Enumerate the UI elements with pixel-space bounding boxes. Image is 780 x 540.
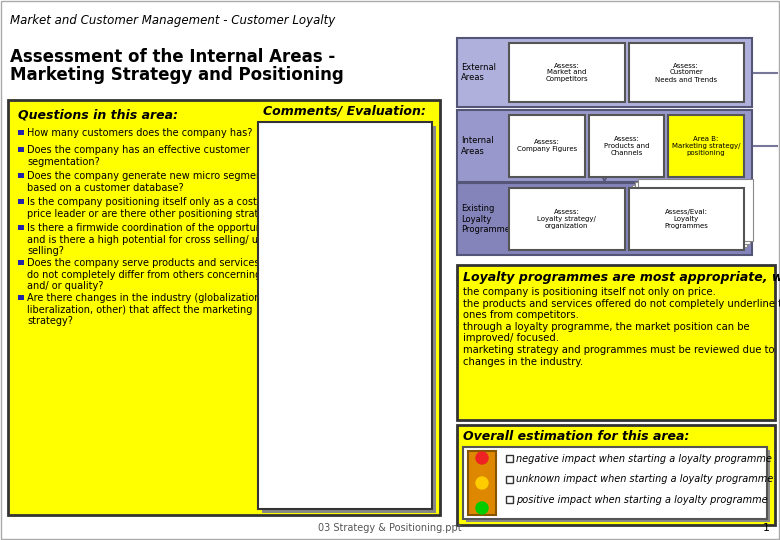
Bar	[509, 43, 625, 102]
Text: Does the company serve products and services, that
do not completely differ from: Does the company serve products and serv…	[27, 258, 289, 291]
Text: Is the company positioning itself only as a cost and
price leader or are there o: Is the company positioning itself only a…	[27, 197, 289, 219]
Text: 03 Strategy & Positioning.ppt: 03 Strategy & Positioning.ppt	[318, 523, 462, 533]
Bar	[634, 182, 750, 244]
Text: unknown impact when starting a loyalty programme: unknown impact when starting a loyalty p…	[516, 474, 773, 484]
Bar	[262, 126, 436, 513]
Text: Internal
Areas: Internal Areas	[461, 136, 494, 156]
Bar	[18, 172, 23, 178]
Text: Assess:
Company Figures: Assess: Company Figures	[516, 139, 577, 152]
Circle shape	[476, 477, 488, 489]
Circle shape	[476, 502, 488, 514]
Text: 1: 1	[763, 523, 770, 533]
Bar	[629, 188, 744, 250]
Bar	[258, 122, 432, 509]
Circle shape	[476, 452, 488, 464]
Bar	[18, 260, 23, 265]
Bar	[506, 496, 513, 503]
Text: Assess:
Loyalty strategy/
organization: Assess: Loyalty strategy/ organization	[537, 209, 596, 229]
Bar	[457, 425, 775, 525]
Text: Existing
Loyalty
Programmes: Existing Loyalty Programmes	[461, 204, 514, 234]
Bar	[18, 225, 23, 230]
Bar	[457, 183, 752, 255]
Bar	[668, 115, 744, 177]
Bar	[463, 447, 767, 519]
Bar	[8, 100, 440, 515]
Bar	[18, 294, 23, 300]
Bar	[457, 38, 752, 107]
Text: the company is positioning itself not only on price.
the products and services o: the company is positioning itself not on…	[463, 287, 780, 367]
Text: Does the company generate new micro segments
based on a customer database?: Does the company generate new micro segm…	[27, 171, 271, 193]
Text: Assess/Eval:
Loyalty
Programmes: Assess/Eval: Loyalty Programmes	[665, 209, 708, 229]
Text: Assess:
Customer
Needs and Trends: Assess: Customer Needs and Trends	[655, 63, 718, 83]
Text: Market and Customer Management - Customer Loyalty: Market and Customer Management - Custome…	[10, 14, 335, 27]
Bar	[457, 265, 775, 420]
Bar	[466, 450, 770, 522]
Bar	[506, 455, 513, 462]
Text: How many customers does the company has?: How many customers does the company has?	[27, 128, 253, 138]
Bar	[18, 146, 23, 152]
Text: Overall estimation for this area:: Overall estimation for this area:	[463, 430, 690, 443]
Bar	[589, 115, 665, 177]
Text: negative impact when starting a loyalty programme: negative impact when starting a loyalty …	[516, 454, 772, 463]
Bar	[632, 185, 747, 247]
Bar	[457, 110, 752, 182]
Text: Comments/ Evaluation:: Comments/ Evaluation:	[263, 105, 426, 118]
Text: Assessment of the Internal Areas -: Assessment of the Internal Areas -	[10, 48, 335, 66]
Text: Area B:
Marketing strategy/
positioning: Area B: Marketing strategy/ positioning	[672, 136, 740, 156]
Bar	[18, 199, 23, 204]
Bar	[18, 130, 23, 135]
Text: Questions in this area:: Questions in this area:	[18, 108, 178, 121]
Text: positive impact when starting a loyalty programme: positive impact when starting a loyalty …	[516, 495, 768, 505]
Bar	[509, 115, 585, 177]
Text: Loyalty programmes are most appropriate, when ..: Loyalty programmes are most appropriate,…	[463, 271, 780, 284]
Bar	[468, 451, 496, 515]
Text: Assess:
Market and
Competitors: Assess: Market and Competitors	[545, 63, 588, 83]
Bar	[509, 188, 625, 250]
Bar	[637, 179, 753, 241]
Text: Does the company has an effective customer
segmentation?: Does the company has an effective custom…	[27, 145, 250, 167]
Bar	[506, 476, 513, 483]
Text: Is there a firmwide coordination of the opportunities
and is there a high potent: Is there a firmwide coordination of the …	[27, 223, 282, 256]
Bar	[629, 43, 744, 102]
Text: External
Areas: External Areas	[461, 63, 496, 82]
Text: Are there changes in the industry (globalization,
liberalization, other) that af: Are there changes in the industry (globa…	[27, 293, 264, 326]
Text: Assess:
Products and
Channels: Assess: Products and Channels	[604, 136, 649, 156]
Text: Marketing Strategy and Positioning: Marketing Strategy and Positioning	[10, 66, 344, 84]
